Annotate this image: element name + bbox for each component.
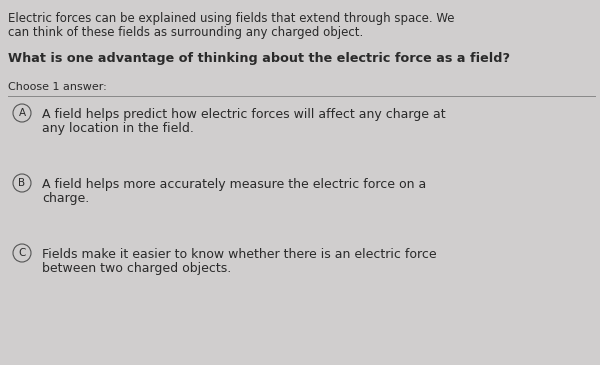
Text: between two charged objects.: between two charged objects. xyxy=(42,262,231,275)
Text: can think of these fields as surrounding any charged object.: can think of these fields as surrounding… xyxy=(8,26,363,39)
Circle shape xyxy=(13,174,31,192)
Text: B: B xyxy=(19,178,26,188)
Text: Choose 1 answer:: Choose 1 answer: xyxy=(8,82,107,92)
Text: any location in the field.: any location in the field. xyxy=(42,122,194,135)
Circle shape xyxy=(13,244,31,262)
Text: A field helps predict how electric forces will affect any charge at: A field helps predict how electric force… xyxy=(42,108,446,121)
Text: A field helps more accurately measure the electric force on a: A field helps more accurately measure th… xyxy=(42,178,426,191)
Text: Electric forces can be explained using fields that extend through space. We: Electric forces can be explained using f… xyxy=(8,12,455,25)
Text: What is one advantage of thinking about the electric force as a field?: What is one advantage of thinking about … xyxy=(8,52,510,65)
Text: Fields make it easier to know whether there is an electric force: Fields make it easier to know whether th… xyxy=(42,248,437,261)
Circle shape xyxy=(13,104,31,122)
Text: charge.: charge. xyxy=(42,192,89,205)
Text: C: C xyxy=(19,248,26,258)
Text: A: A xyxy=(19,108,26,118)
